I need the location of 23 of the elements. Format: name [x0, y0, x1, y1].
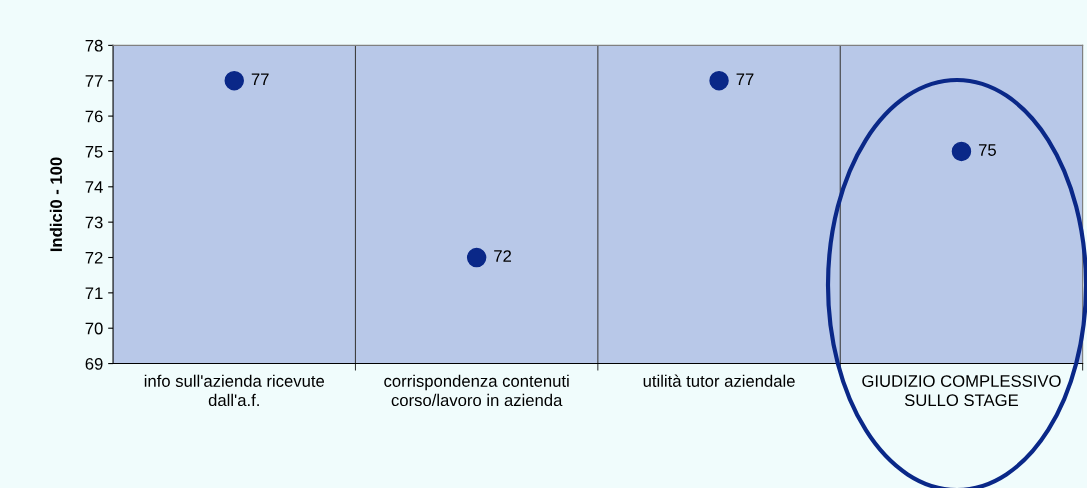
y-tick-label: 74 [85, 181, 103, 193]
y-tick-label: 78 [85, 39, 103, 52]
y-tick-label: 70 [85, 322, 103, 335]
y-tick-label: 71 [85, 287, 103, 299]
y-tick-label: 72 [85, 251, 103, 264]
point [709, 71, 729, 91]
data-label: 72 [494, 250, 512, 262]
x-tick-label: corrispondenza contenuti corso/lavoro in azienda [384, 374, 569, 407]
point [951, 141, 972, 162]
y-axis-title: Indici0 - 100 [49, 157, 63, 252]
y-tick-label: 69 [85, 357, 103, 370]
y-tick-label: 77 [85, 75, 103, 87]
y-tick-label: 76 [85, 110, 103, 123]
data-label: 77 [736, 73, 754, 86]
y-tick-label: 73 [85, 216, 103, 229]
data-label: 75 [978, 144, 996, 156]
x-tick-label: GIUDIZIO COMPLESSIVO SULLO STAGE [862, 375, 1061, 407]
data-label: 77 [251, 73, 269, 86]
x-tick-label: info sull'azienda ricevute dall'a.f. [144, 374, 325, 407]
point [224, 71, 244, 91]
y-tick-label: 75 [85, 146, 103, 158]
point [466, 247, 487, 268]
x-tick-label: utilità tutor aziendale [643, 374, 795, 387]
